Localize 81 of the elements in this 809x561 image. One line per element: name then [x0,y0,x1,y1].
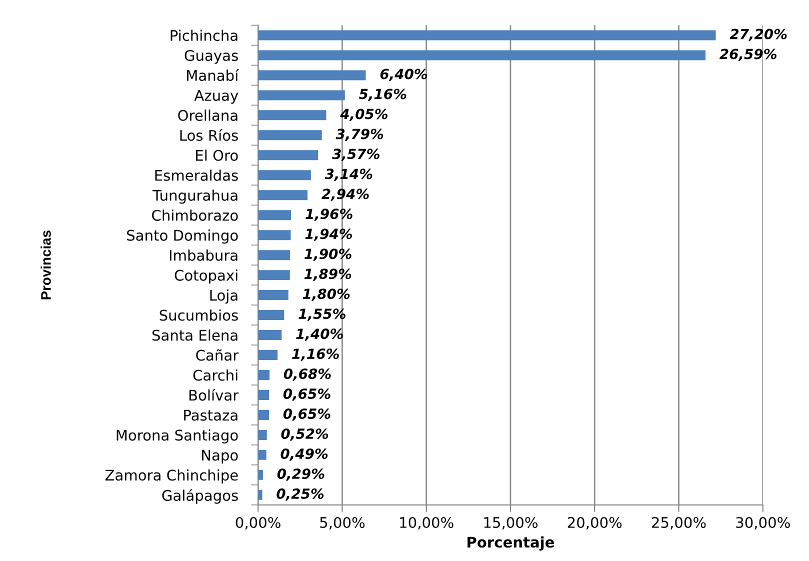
y-tick-label: Azuay [194,90,238,104]
data-label: 3,57% [332,148,380,161]
y-tick-label: Pichincha [170,30,238,41]
y-tick-label: Chimborazo [152,210,238,221]
x-tick-label: 20,00% [568,516,622,530]
bar [258,450,266,460]
bar [258,30,716,40]
y-tick-label: Pastaza [184,410,238,421]
data-label: 0,52% [281,428,328,441]
data-label: 3,14% [324,168,372,181]
y-axis-title: Provincias [40,230,51,300]
bar [258,410,270,420]
bar [258,130,322,140]
x-tick-label: 0,00% [236,516,280,530]
bar [258,170,311,180]
data-label: 0,65% [283,408,330,421]
data-label: 5,16% [358,88,406,101]
y-tick-label: El Oro [196,150,238,161]
bar [258,210,292,220]
y-tick-label: Orellana [178,110,238,121]
bar [258,230,291,240]
x-axis-title: Porcentaje [468,536,554,551]
bar [258,250,290,260]
x-tick-label: 10,00% [400,516,454,530]
bar [258,370,270,380]
y-tick-label: Loja [210,290,238,304]
bar [258,350,278,360]
data-label: 1,94% [305,228,352,241]
y-tick-label: Santa Elena [152,329,238,341]
y-tick-label: Cañar [196,349,239,361]
y-tick-label: Santo Domingo [127,230,238,244]
bar [258,470,263,480]
y-tick-label: Cotopaxi [174,270,238,284]
y-tick-label: Guayas [184,50,238,64]
bar [258,330,282,340]
y-tick-label: Esmeraldas [155,170,238,181]
bar [258,490,262,500]
x-tick-label: 15,00% [484,516,538,530]
x-tick-label: 5,00% [320,516,365,530]
data-label: 0,25% [276,488,324,501]
y-tick-label: Zamora Chinchipe [105,469,238,484]
bar [258,50,706,60]
y-tick-label: Napo [202,450,238,464]
bar [258,270,290,280]
bar [258,90,345,100]
data-label: 1,96% [306,208,352,221]
x-tick-label: 25,00% [652,516,706,530]
data-label: 0,68% [284,368,331,381]
y-tick-label: Galápagos [162,489,238,504]
bar [258,150,318,160]
data-label: 1,80% [302,288,350,301]
y-tick-label: Tungurahua [152,190,238,204]
bar [258,310,284,320]
data-label: 1,16% [292,348,339,361]
bar [258,290,288,300]
data-label: 0,29% [277,468,324,481]
data-label: 26,59% [720,48,776,62]
x-tick-label: 30,00% [736,516,790,530]
data-label: 1,55% [298,308,346,321]
data-label: 1,89% [304,268,352,281]
y-tick-label: Manabí [187,69,240,81]
bar [258,190,308,200]
data-label: 0,49% [280,448,328,461]
data-label: 1,40% [296,328,343,341]
bar [258,70,366,80]
data-label: 6,40% [380,68,428,82]
bar [258,430,267,440]
y-tick-label: Carchi [193,369,238,381]
data-label: 4,05% [340,108,388,121]
data-label: 0,65% [283,388,330,401]
data-label: 3,79% [336,128,384,141]
data-label: 27,20% [730,28,787,42]
bar [258,110,326,120]
y-tick-label: Morona Santiago [116,429,238,444]
y-tick-label: Sucumbios [160,309,238,321]
y-tick-label: Bolívar [189,388,239,401]
data-label: 1,90% [304,248,352,261]
data-label: 2,94% [322,188,369,201]
y-tick-label: Los Ríos [180,129,238,141]
y-tick-label: Imbabura [170,250,238,261]
bar [258,390,270,400]
